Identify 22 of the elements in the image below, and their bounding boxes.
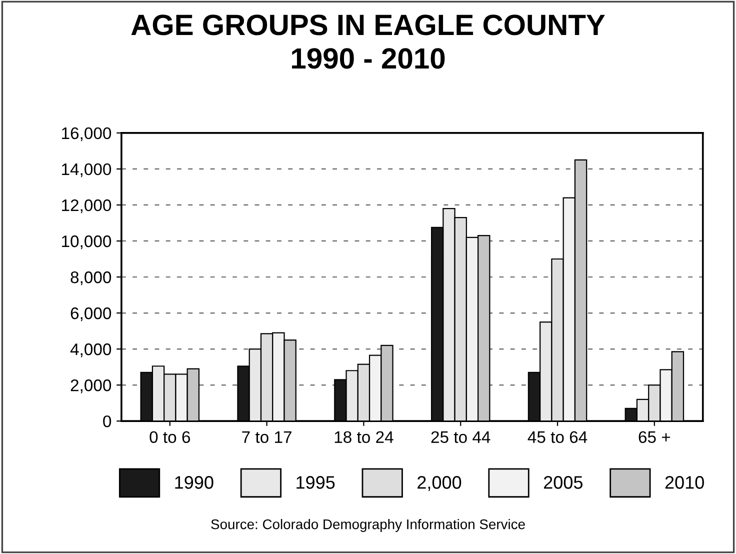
x-tick-label: 7 to 17 — [242, 431, 292, 444]
y-tick-label: 12,000 — [62, 199, 112, 214]
x-tick-label: 25 to 44 — [431, 431, 490, 444]
y-tick-label: 2,000 — [70, 379, 112, 394]
x-tick-label: 18 to 24 — [334, 431, 394, 444]
legend-label: 1995 — [296, 476, 335, 489]
legend-label: 2,000 — [418, 476, 462, 491]
x-tick-label: 45 to 64 — [528, 431, 588, 444]
chart-title: AGE GROUPS IN EAGLE COUNTY 1990 - 2010 — [131, 14, 605, 69]
legend-label: 2005 — [544, 476, 582, 489]
y-tick-label: 4,000 — [70, 343, 112, 358]
legend-label: 2010 — [665, 476, 704, 489]
y-tick-label: 10,000 — [62, 235, 112, 250]
y-tick-label: 0 — [103, 415, 112, 428]
y-tick-label: 6,000 — [70, 307, 112, 322]
legend-label: 1990 — [175, 476, 214, 489]
source-note: Source: Colorado Demography Information Service — [211, 519, 525, 532]
x-tick-label: 0 to 6 — [150, 431, 190, 444]
y-tick-label: 14,000 — [62, 163, 112, 178]
y-tick-label: 8,000 — [70, 271, 112, 286]
x-tick-label: 65 + — [638, 431, 670, 444]
y-tick-label: 16,000 — [62, 127, 112, 142]
